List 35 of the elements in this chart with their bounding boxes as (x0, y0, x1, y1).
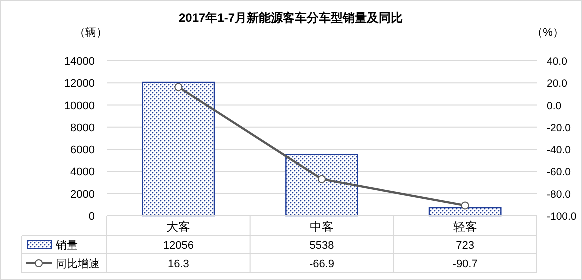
point (461, 202, 470, 210)
y2-tick-label: -60.0 (547, 166, 572, 179)
x-tick-label: 轻客 (453, 220, 478, 234)
y-tick-label: 0 (88, 211, 95, 223)
legend-label: 同比增速 (56, 258, 100, 270)
y2-tick-label: 40.0 (547, 56, 568, 68)
x-tick-label: 大客 (166, 220, 191, 234)
legend-label: 销量 (55, 240, 78, 252)
data-label: 16.3 (168, 258, 190, 270)
y-tick-label: 2000 (70, 188, 95, 201)
y2-tick-label: 20.0 (547, 78, 568, 90)
bar (286, 154, 358, 217)
y-tick-label: 8000 (70, 122, 95, 134)
y-tick-label: 6000 (70, 144, 95, 157)
y2-tick-label: 0.0 (547, 100, 562, 112)
data-label: 5538 (310, 240, 334, 252)
data-label: -90.7 (452, 258, 478, 270)
y-tick-label: 14000 (64, 56, 95, 68)
data-label: -66.9 (309, 258, 335, 270)
y2-axis-title: （%） (532, 27, 564, 39)
y-axis-title: （辆） (74, 27, 108, 39)
y-tick-label: 4000 (70, 166, 95, 179)
point (174, 83, 183, 92)
data-label: 723 (456, 240, 475, 252)
y2-tick-label: -20.0 (547, 122, 572, 134)
data-label: 12056 (163, 240, 194, 252)
x-tick-label: 中客 (310, 220, 334, 234)
y-tick-label: 12000 (64, 78, 95, 90)
bar (142, 82, 216, 217)
y2-tick-label: -80.0 (547, 188, 572, 201)
y2-tick-label: -100.0 (547, 211, 577, 223)
chart-title: 2017年1-7月新能源客车分车型销量及同比 (178, 11, 404, 25)
point (318, 175, 326, 184)
y2-tick-label: -40.0 (547, 144, 572, 157)
y-tick-label: 10000 (64, 100, 95, 112)
